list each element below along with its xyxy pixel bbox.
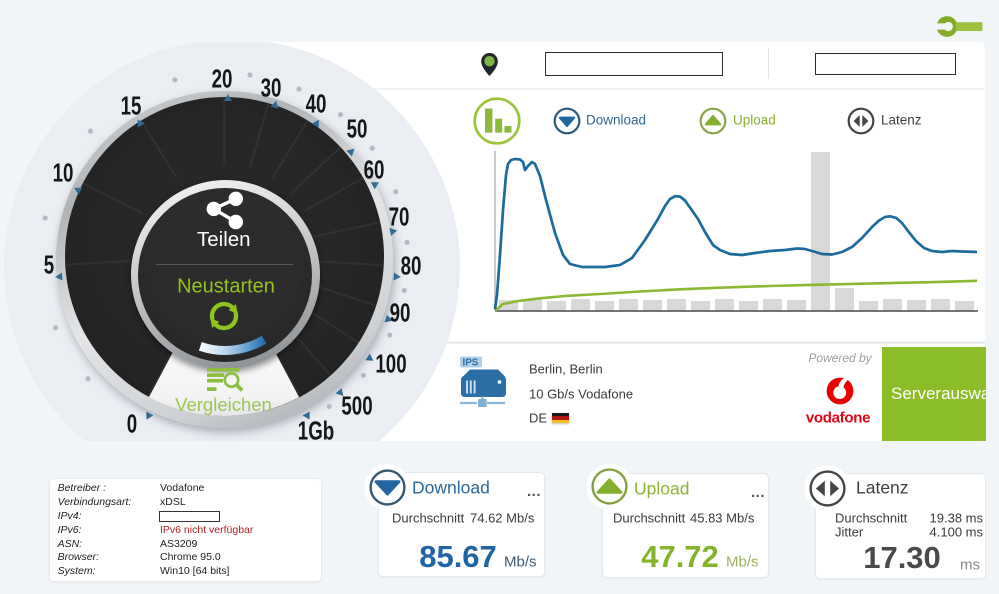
svg-text:IPS: IPS (463, 357, 479, 368)
